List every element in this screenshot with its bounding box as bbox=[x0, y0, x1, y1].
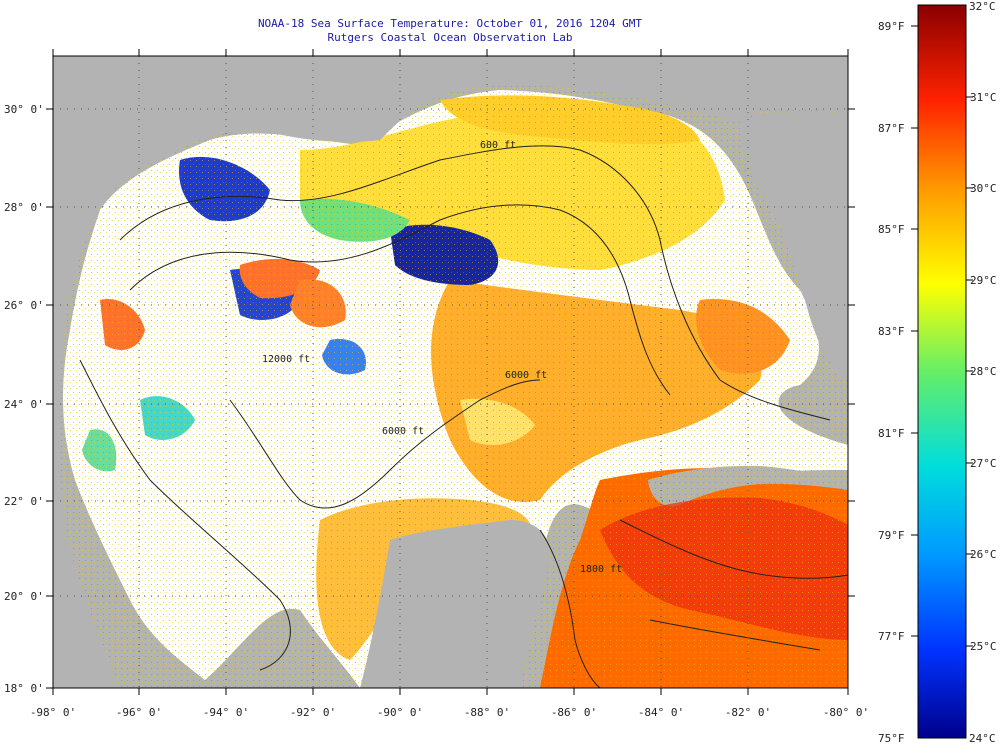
map-plot-area: 600 ft 12000 ft 6000 ft 6000 ft 1800 ft bbox=[53, 56, 848, 688]
latitude-label: 22° 0' bbox=[4, 495, 44, 508]
colorbar: 89°F 87°F 85°F 83°F 81°F 79°F 77°F 75°F … bbox=[878, 0, 997, 745]
colorbar-c-label: 28°C bbox=[970, 365, 997, 378]
map-frame bbox=[52, 55, 849, 689]
colorbar-f-label: 89°F bbox=[878, 20, 905, 33]
longitude-label: -92° 0' bbox=[290, 706, 336, 719]
latitude-label: 30° 0' bbox=[4, 103, 44, 116]
colorbar-c-label: 30°C bbox=[970, 182, 997, 195]
longitude-label: -86° 0' bbox=[551, 706, 597, 719]
colorbar-f-label: 87°F bbox=[878, 122, 905, 135]
bathymetry-contours bbox=[79, 145, 848, 688]
colorbar-c-label: 25°C bbox=[970, 640, 997, 653]
colorbar-c-label: 26°C bbox=[970, 548, 997, 561]
contour-label: 1800 ft bbox=[580, 564, 622, 575]
contour-label: 12000 ft bbox=[262, 354, 310, 365]
colorbar-gradient bbox=[917, 4, 967, 739]
colorbar-f-label: 79°F bbox=[878, 529, 905, 542]
longitude-label: -94° 0' bbox=[203, 706, 249, 719]
colorbar-f-label: 75°F bbox=[878, 732, 905, 745]
colorbar-c-label: 27°C bbox=[970, 457, 997, 470]
colorbar-c-label: 31°C bbox=[970, 91, 997, 104]
colorbar-f-label: 83°F bbox=[878, 325, 905, 338]
longitude-label: -80° 0' bbox=[823, 706, 869, 719]
longitude-label: -82° 0' bbox=[725, 706, 771, 719]
latitude-label: 20° 0' bbox=[4, 590, 44, 603]
longitude-label: -98° 0' bbox=[30, 706, 76, 719]
florida-peninsula bbox=[739, 111, 848, 380]
colorbar-f-label: 77°F bbox=[878, 630, 905, 643]
colorbar-c-label: 29°C bbox=[970, 274, 997, 287]
mexico-land bbox=[53, 56, 160, 688]
yucatan-peninsula bbox=[360, 520, 550, 688]
contour-label: 6000 ft bbox=[505, 370, 547, 381]
latitude-label: 26° 0' bbox=[4, 299, 44, 312]
latitude-label: 28° 0' bbox=[4, 201, 44, 214]
colorbar-f-label: 81°F bbox=[878, 427, 905, 440]
contour-label: 6000 ft bbox=[382, 426, 424, 437]
latitude-label: 24° 0' bbox=[4, 398, 44, 411]
map-subtitle: Rutgers Coastal Ocean Observation Lab bbox=[327, 31, 573, 44]
graticule bbox=[53, 56, 848, 688]
contour-label: 600 ft bbox=[480, 140, 516, 151]
longitude-label: -96° 0' bbox=[116, 706, 162, 719]
longitude-label: -88° 0' bbox=[464, 706, 510, 719]
longitude-label: -84° 0' bbox=[638, 706, 684, 719]
axis-ticks bbox=[46, 49, 855, 695]
latitude-label: 18° 0' bbox=[4, 682, 44, 695]
colorbar-c-label: 32°C bbox=[969, 0, 996, 13]
colorbar-f-label: 85°F bbox=[878, 223, 905, 236]
longitude-label: -90° 0' bbox=[377, 706, 423, 719]
colorbar-c-label: 24°C bbox=[969, 732, 996, 745]
map-title: NOAA-18 Sea Surface Temperature: October… bbox=[257, 17, 643, 30]
us-gulf-coast bbox=[53, 56, 848, 160]
